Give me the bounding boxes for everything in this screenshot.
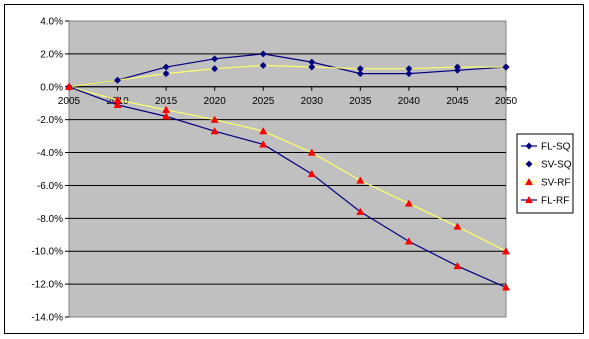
- x-tick-label: 2040: [398, 96, 421, 107]
- data-point-fl-rf: [113, 100, 122, 108]
- data-point-sv-sq: [405, 65, 413, 73]
- chart-frame: 4.0% 2.0% 0.0% -2.0% -4.0% -6.0% -8.0% -10.0% -1…: [4, 4, 584, 334]
- y-tick-label: -8.0%: [37, 214, 63, 225]
- data-point-sv-sq: [453, 63, 461, 71]
- x-tick-label: 2035: [349, 96, 372, 107]
- y-tick-label: -12.0%: [31, 280, 63, 291]
- y-tick-label: -10.0%: [31, 247, 63, 258]
- data-point-fl-sq: [211, 55, 219, 63]
- data-point-fl-rf: [259, 140, 268, 148]
- legend-marker-fl-sq: [525, 142, 533, 150]
- y-tick-label: -14.0%: [31, 313, 63, 324]
- y-tick-label: -2.0%: [37, 115, 63, 126]
- data-point-sv-sq: [259, 61, 267, 69]
- data-point-fl-rf: [307, 169, 316, 178]
- data-point-sv-sq: [308, 63, 316, 71]
- line-chart: 4.0% 2.0% 0.0% -2.0% -4.0% -6.0% -8.0% -10.0% -1…: [31, 17, 574, 324]
- data-point-sv-rf: [453, 222, 462, 230]
- series-line-fl-sq: [68, 53, 507, 88]
- data-point-sv-sq: [162, 70, 170, 78]
- data-point-sv-rf: [356, 176, 365, 184]
- data-point-fl-rf: [404, 237, 413, 245]
- data-point-sv-rf: [307, 148, 316, 156]
- data-point-fl-rf: [210, 127, 219, 135]
- x-tick-label: 2030: [301, 96, 324, 107]
- data-point-sv-sq: [114, 76, 122, 84]
- plot-area: [68, 20, 507, 318]
- x-tick-label: 2020: [204, 96, 227, 107]
- y-tick-label: 0.0%: [40, 82, 63, 93]
- y-tick-label: 4.0%: [40, 17, 63, 28]
- data-point-fl-sq: [356, 70, 364, 78]
- data-point-fl-rf: [453, 261, 462, 270]
- x-tick-label: 2005: [58, 96, 81, 107]
- legend-label-fl-sq: FL-SQ: [541, 142, 571, 153]
- data-point-fl-sq: [259, 50, 267, 58]
- data-point-sv-rf: [259, 127, 268, 135]
- x-tick-label: 2045: [446, 96, 469, 107]
- data-point-fl-rf: [64, 82, 74, 90]
- y-tick-label: -4.0%: [37, 148, 63, 159]
- legend-marker-fl-rf: [524, 195, 534, 204]
- data-point-sv-rf: [404, 199, 413, 207]
- data-point-sv-sq: [502, 63, 510, 71]
- y-tick-label: -6.0%: [37, 181, 63, 192]
- data-point-fl-sq: [405, 70, 413, 78]
- legend-label-sv-sq: SV-SQ: [541, 160, 572, 171]
- x-tick-label: 2025: [252, 96, 275, 107]
- data-point-sv-sq: [356, 65, 364, 73]
- data-point-sv-rf: [501, 247, 511, 255]
- legend-marker-sv-rf: [524, 177, 534, 186]
- data-point-fl-rf: [162, 112, 171, 120]
- y-tick-label: 2.0%: [40, 49, 63, 60]
- data-point-fl-rf: [501, 283, 511, 291]
- data-point-sv-sq: [211, 65, 219, 73]
- series-line-sv-rf: [68, 86, 507, 252]
- x-tick-label: 2050: [495, 96, 518, 107]
- data-point-sv-rf: [210, 115, 219, 123]
- data-point-fl-rf: [356, 207, 365, 215]
- x-tick-label: 2015: [155, 96, 178, 107]
- legend-label-sv-rf: SV-RF: [541, 178, 570, 189]
- legend-marker-sv-sq: [525, 160, 533, 168]
- legend-label-fl-rf: FL-RF: [541, 196, 569, 207]
- series-line-fl-rf: [68, 86, 507, 288]
- series-line-sv-sq: [68, 64, 506, 88]
